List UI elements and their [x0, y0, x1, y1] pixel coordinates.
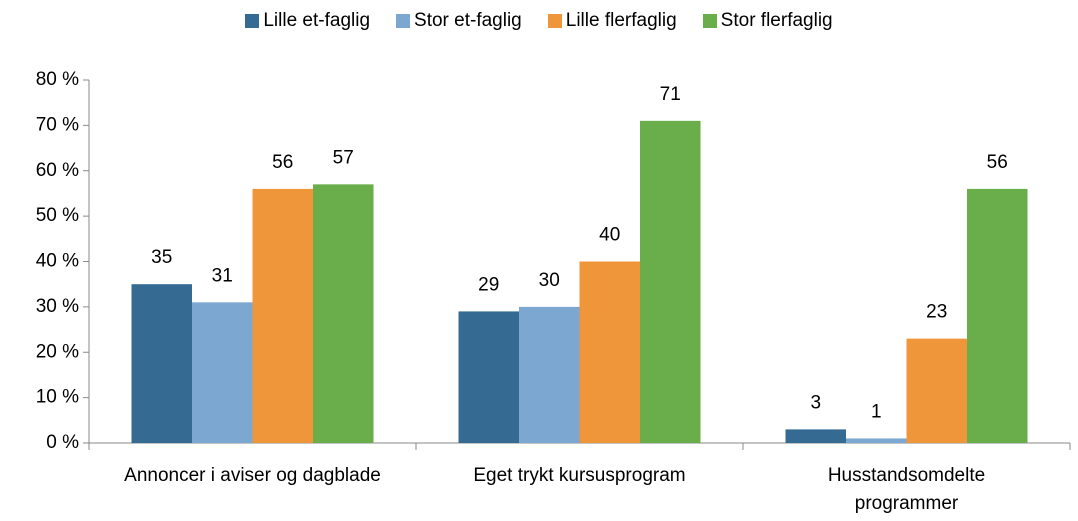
- legend-label: Lille flerfaglig: [565, 10, 677, 31]
- bar: [131, 284, 192, 443]
- legend-swatch: [702, 14, 717, 28]
- y-tick-label: 50 %: [36, 205, 79, 226]
- bar: [458, 311, 519, 443]
- data-label: 35: [151, 247, 172, 268]
- bar: [846, 438, 907, 443]
- bar: [785, 429, 846, 443]
- y-tick-label: 40 %: [36, 251, 79, 272]
- legend-label: Stor flerfaglig: [720, 10, 833, 31]
- bar: [252, 188, 313, 443]
- y-tick-label: 60 %: [36, 160, 79, 181]
- bar: [640, 120, 701, 444]
- data-label: 71: [660, 84, 681, 105]
- y-tick-label: 10 %: [36, 387, 79, 408]
- data-label: 23: [926, 302, 947, 323]
- y-tick-label: 20 %: [36, 341, 79, 362]
- data-label: 56: [987, 152, 1008, 173]
- legend-swatch: [547, 14, 562, 28]
- x-tick-label: Husstandsomdelte programmer: [827, 465, 986, 514]
- x-tick-label: Eget trykt kursusprogram: [473, 465, 686, 486]
- legend-label: Stor et-faglig: [414, 10, 522, 31]
- legend-swatch: [396, 14, 411, 28]
- x-tick-label: Annoncer i aviser og dagblade: [124, 465, 381, 486]
- y-tick-label: 30 %: [36, 296, 79, 317]
- data-label: 3: [810, 392, 821, 413]
- data-label: 30: [539, 270, 560, 291]
- legend-item: Lille et-faglig: [245, 10, 370, 32]
- legend-item: Lille flerfaglig: [547, 10, 677, 32]
- y-tick-label: 70 %: [36, 114, 79, 135]
- data-label: 40: [599, 225, 620, 246]
- data-label: 29: [478, 274, 499, 295]
- legend-label: Lille et-faglig: [263, 10, 371, 31]
- data-label: 56: [272, 152, 293, 173]
- data-label: 57: [333, 147, 354, 168]
- y-tick-label: 0 %: [46, 432, 79, 453]
- bar: [579, 261, 640, 443]
- bar: [313, 184, 374, 444]
- legend-item: Stor et-faglig: [396, 10, 522, 32]
- bar: [519, 306, 580, 443]
- y-tick-label: 80 %: [36, 69, 79, 90]
- bar: [967, 188, 1028, 443]
- bar: [906, 338, 967, 443]
- legend-swatch: [245, 14, 260, 28]
- legend-item: Stor flerfaglig: [702, 10, 833, 32]
- data-label: 1: [871, 401, 882, 422]
- bar: [192, 302, 253, 443]
- legend: Lille et-faglig Stor et-faglig Lille flerf…: [0, 10, 1078, 32]
- data-label: 31: [212, 265, 233, 286]
